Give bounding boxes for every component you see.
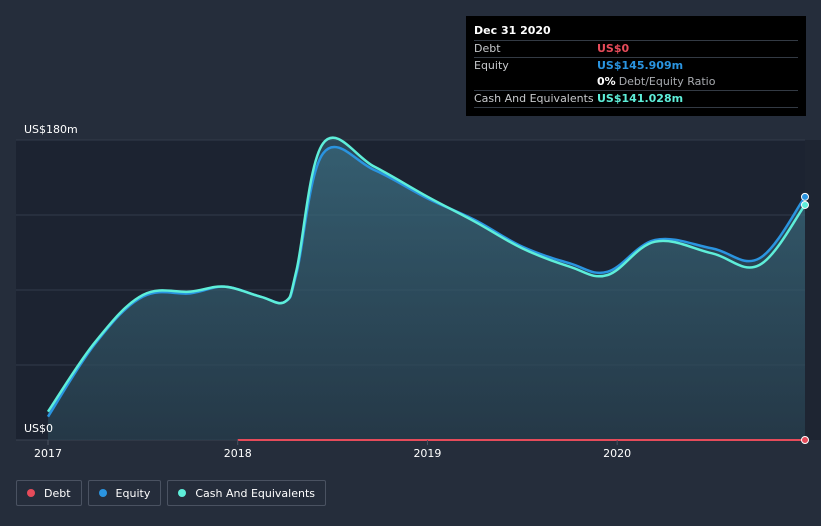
x-tick-label: 2018 [224,447,252,460]
tooltip-date: Dec 31 2020 [474,24,551,37]
legend-item-equity[interactable]: Equity [87,480,162,506]
tooltip-equity-value: US$145.909m [597,59,684,72]
x-tick-label: 2017 [34,447,62,460]
tooltip-cash-value: US$141.028m [597,92,684,105]
cash-and-equivalents-area [48,137,805,440]
legend-item-cash[interactable]: Cash And Equivalents [167,480,326,506]
tooltip-ratio-text: Debt/Equity Ratio [618,75,716,88]
legend-label-cash: Cash And Equivalents [195,486,315,500]
tooltip-row-ratio: 0% Debt/Equity Ratio [474,74,798,90]
x-axis-ticks: 2017 2018 2019 2020 [34,440,631,460]
series-end-markers [801,192,809,444]
legend-item-debt[interactable]: Debt [16,480,82,506]
tooltip-row-debt: Debt US$0 [474,40,798,57]
series-areas [48,137,805,441]
cash-and-equivalents-end-point [801,200,809,209]
tooltip-row-equity: Equity US$145.909m [474,57,798,74]
equity-legend-dot-icon [98,489,107,497]
debt-end-point [801,436,809,444]
tooltip-equity-label: Equity [474,59,509,72]
cash-legend-dot-icon [178,489,187,497]
tooltip-debt-value: US$0 [597,42,630,55]
debt-legend-dot-icon [27,489,35,497]
tooltip-cash-label: Cash And Equivalents [474,92,594,105]
tooltip-debt-label: Debt [474,42,501,55]
tooltip-row-cash: Cash And Equivalents US$141.028m [474,90,798,108]
cash-and-equivalents-line [46,136,807,413]
equity-end-point [801,192,809,201]
tooltip-ratio-value: 0% [597,75,616,88]
y-axis-top-label: US$180m [24,123,78,136]
legend-label-debt: Debt [44,486,71,500]
tooltip-panel: Dec 31 2020 Debt US$0 Equity US$145.909m… [466,16,806,116]
x-tick-label: 2020 [603,447,631,460]
tooltip-ratio-spacer [474,74,597,90]
equity-line [46,145,807,418]
series-lines [46,136,807,441]
chart-legend: Debt Equity Cash And Equivalents [16,480,326,506]
legend-label-equity: Equity [115,486,151,500]
x-tick-label: 2019 [413,447,441,460]
y-axis-bottom-label: US$0 [24,422,53,435]
future-region-shade [805,140,821,440]
